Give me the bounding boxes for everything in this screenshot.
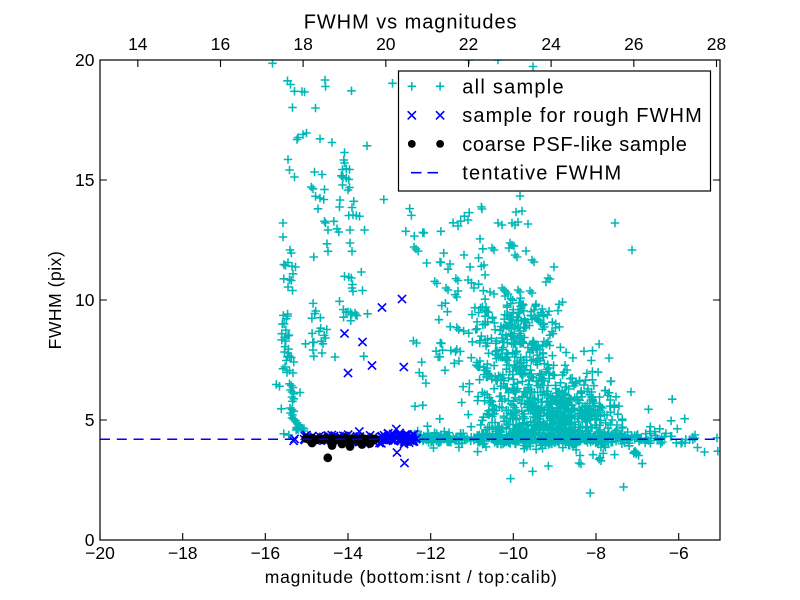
svg-text:14: 14 [128,34,148,54]
svg-text:−12: −12 [416,543,446,563]
svg-text:sample for rough FWHM: sample for rough FWHM [462,105,703,127]
svg-text:24: 24 [541,34,561,54]
svg-text:−14: −14 [333,543,363,563]
svg-text:magnitude (bottom:isnt / top:c: magnitude (bottom:isnt / top:calib) [265,567,558,587]
svg-text:−18: −18 [168,543,198,563]
svg-text:FWHM vs magnitudes: FWHM vs magnitudes [304,12,518,34]
svg-text:20: 20 [75,50,95,70]
svg-text:−8: −8 [586,543,606,563]
svg-text:0: 0 [85,530,95,550]
svg-text:5: 5 [85,410,95,430]
svg-text:28: 28 [707,34,726,54]
svg-text:−6: −6 [669,543,689,563]
svg-text:15: 15 [75,170,94,190]
svg-text:all sample: all sample [462,76,565,98]
svg-text:26: 26 [624,34,643,54]
svg-text:20: 20 [376,34,396,54]
svg-text:10: 10 [75,290,95,310]
svg-text:−20: −20 [85,543,115,563]
svg-text:−10: −10 [498,543,528,563]
svg-text:−16: −16 [250,543,280,563]
svg-text:tentative FWHM: tentative FWHM [462,163,622,185]
svg-text:FWHM (pix): FWHM (pix) [45,251,65,350]
svg-text:18: 18 [293,34,312,54]
svg-text:16: 16 [211,34,230,54]
svg-text:22: 22 [459,34,478,54]
svg-text:coarse PSF-like sample: coarse PSF-like sample [462,134,687,156]
